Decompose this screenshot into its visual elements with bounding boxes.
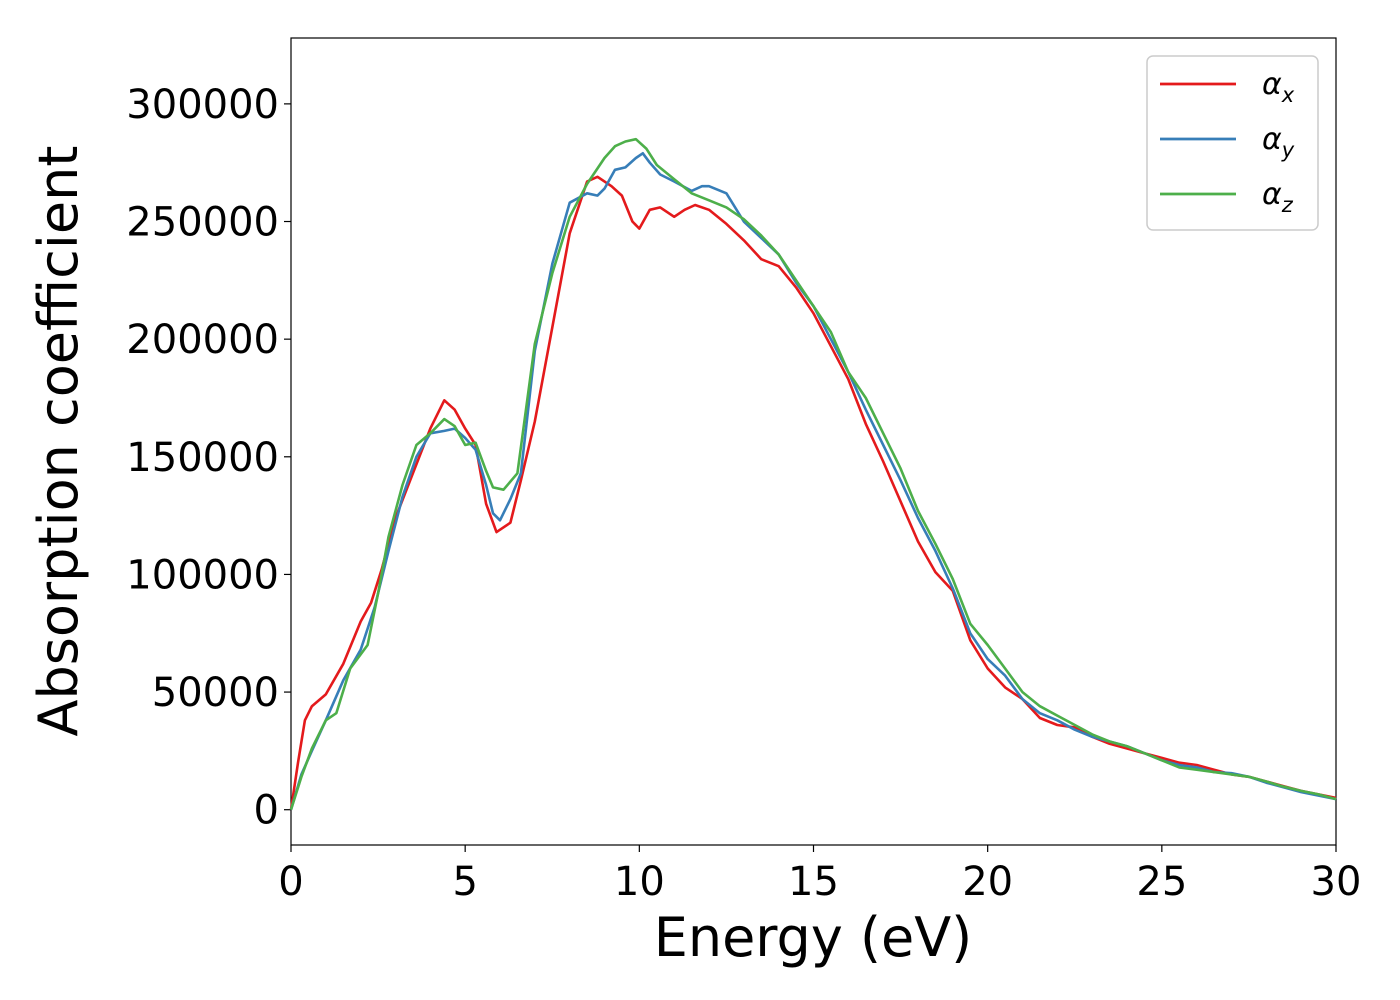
x-tick-label: 20 <box>962 859 1013 905</box>
y-tick-label: 100000 <box>126 552 279 598</box>
series-line-y <box>289 152 1337 811</box>
x-tick-label: 5 <box>452 859 477 905</box>
x-tick-label: 0 <box>278 859 303 905</box>
series-line-z <box>289 137 1337 811</box>
x-tick-label: 10 <box>614 859 665 905</box>
y-tick-label: 0 <box>254 788 279 834</box>
legend-label-subscript: z <box>1281 193 1294 217</box>
x-tick-label: 25 <box>1136 859 1187 905</box>
y-axis: 0 50000 100000 150000 200000 250000 300000 <box>126 82 291 834</box>
y-tick-label: 300000 <box>126 82 279 128</box>
legend-label-y: αy <box>1262 122 1295 162</box>
x-axis-title: Energy (eV) <box>654 906 973 969</box>
legend-label-subscript: y <box>1281 138 1295 162</box>
legend-label-symbol: α <box>1262 177 1282 212</box>
legend-label-symbol: α <box>1262 122 1282 157</box>
y-tick-label: 150000 <box>126 435 279 481</box>
legend-label-z: αz <box>1262 177 1294 217</box>
legend-label-symbol: α <box>1262 67 1282 102</box>
series-lines <box>289 137 1337 811</box>
legend-label-x: αx <box>1262 67 1295 107</box>
y-tick-label: 50000 <box>152 670 279 716</box>
x-tick-label: 30 <box>1311 859 1362 905</box>
y-axis-title: Absorption coefficient <box>27 146 90 737</box>
series-line-x <box>289 175 1337 810</box>
y-tick-label: 250000 <box>126 200 279 246</box>
legend-label-subscript: x <box>1281 83 1295 107</box>
x-tick-label: 15 <box>788 859 839 905</box>
x-axis: 0 5 10 15 20 25 30 <box>278 845 1361 905</box>
legend-box <box>1146 55 1319 231</box>
y-tick-label: 200000 <box>126 317 279 363</box>
